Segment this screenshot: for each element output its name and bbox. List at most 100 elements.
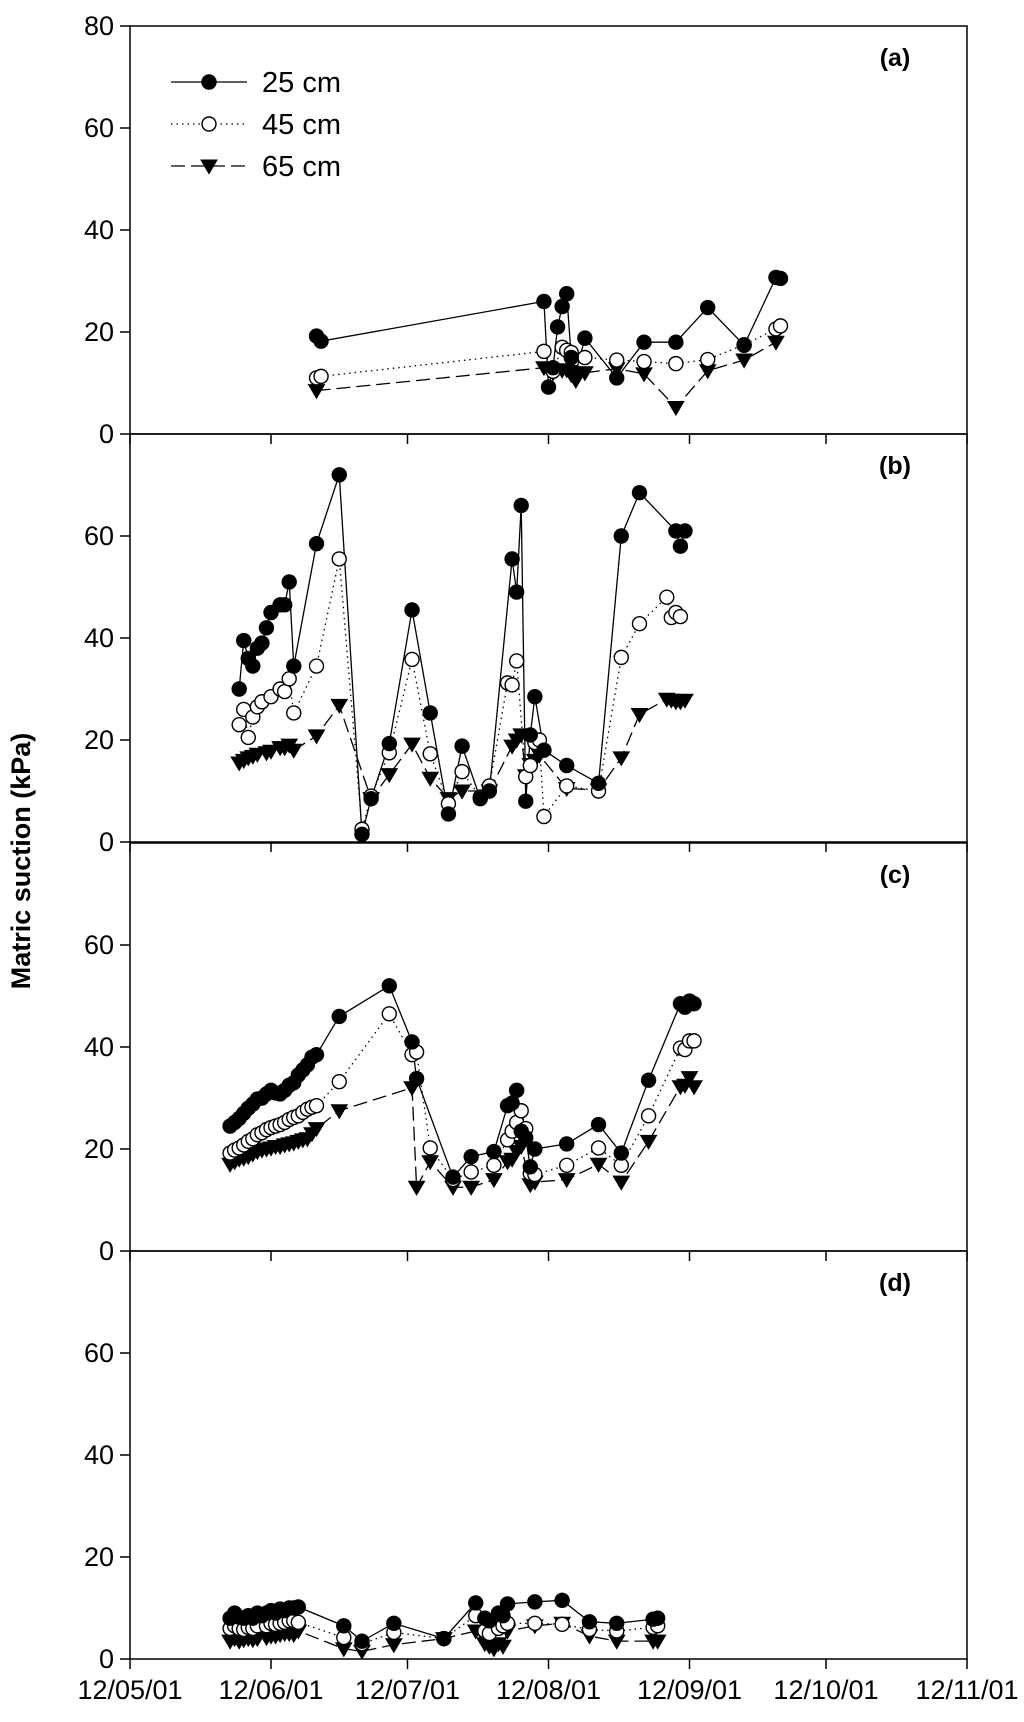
panel-1-point-0 <box>527 688 543 705</box>
panel-2-point-2 <box>680 1071 699 1087</box>
panel-2-point-0 <box>463 1148 479 1165</box>
panel-2-y-tick-label: 40 <box>84 1032 114 1062</box>
panel-0-point-0 <box>772 270 789 287</box>
panel-1-series-markers-0 <box>231 467 693 843</box>
panel-0-point-0 <box>545 360 561 376</box>
panel-1-point-1 <box>659 589 675 605</box>
panel-1-point-0 <box>258 620 275 636</box>
panel-2-point-2 <box>685 1080 703 1096</box>
panel-0-point-0 <box>736 337 752 353</box>
panel-3-point-0 <box>581 1614 598 1630</box>
panel-2-point-2 <box>421 1155 440 1171</box>
panel-2-point-2 <box>407 1180 426 1196</box>
panel-3-frame <box>129 1250 968 1660</box>
panel-2-point-1 <box>590 1140 607 1156</box>
panel-2-point-2 <box>307 1122 326 1138</box>
panel-2-point-0 <box>558 1136 575 1152</box>
panel-0-point-0 <box>536 293 552 310</box>
panel-3-series-markers-1 <box>222 1607 666 1652</box>
panel-0-point-0 <box>668 334 684 350</box>
panel-1-point-2 <box>284 743 303 759</box>
legend-label-1: 45 cm <box>262 109 341 141</box>
panel-0-y-tick-label: 60 <box>84 113 114 143</box>
panel-3-point-0 <box>527 1594 543 1610</box>
panel-1-point-0 <box>231 681 247 697</box>
panel-3-y-tick-label: 40 <box>84 1440 114 1470</box>
panel-2-y-tick-label: 0 <box>99 1236 114 1266</box>
panel-1-point-0 <box>504 551 520 567</box>
panel-2-point-1 <box>558 1157 575 1174</box>
panel-0-point-2 <box>735 353 753 369</box>
x-tick-label: 12/09/01 <box>637 1675 742 1705</box>
panel-2-point-1 <box>463 1164 479 1180</box>
panel-2-point-1 <box>640 1108 657 1124</box>
panel-1-point-0 <box>276 597 293 613</box>
panel-1-point-0 <box>481 783 498 799</box>
panel-1-point-1 <box>286 705 302 721</box>
panel-1-point-1 <box>558 778 575 794</box>
panel-1-point-1 <box>631 616 648 632</box>
panel-2-series-markers-0 <box>222 978 702 1185</box>
panel-1-point-0 <box>631 484 648 501</box>
panel-1-point-1 <box>613 649 629 666</box>
panel-1-point-2 <box>307 729 326 745</box>
panel-1-point-1 <box>504 677 520 693</box>
panel-3-point-1 <box>527 1615 543 1632</box>
panel-1-point-0 <box>281 574 297 590</box>
panel-1-point-1 <box>422 746 438 762</box>
panel-3-point-0 <box>386 1615 402 1632</box>
panel-2-point-0 <box>381 978 397 994</box>
panel-2-point-0 <box>486 1143 502 1160</box>
legend-marker-0 <box>201 74 217 90</box>
panel-1-point-1 <box>331 551 347 567</box>
x-tick-label: 12/08/01 <box>496 1675 601 1705</box>
panel-3-point-0 <box>436 1630 452 1647</box>
panel-1-point-0 <box>508 584 525 600</box>
panel-2-point-1 <box>422 1140 438 1156</box>
panel-1-point-0 <box>363 790 379 807</box>
panel-1-point-1 <box>672 608 689 625</box>
panel-1-point-2 <box>330 698 349 714</box>
panel-3-label: (d) <box>879 1269 911 1297</box>
legend-label-2: 65 cm <box>262 151 341 183</box>
panel-0-point-1 <box>313 368 329 385</box>
panel-1-point-0 <box>558 757 575 774</box>
panel-0-y-tick-label: 20 <box>84 317 114 347</box>
panel-3-point-1 <box>554 1616 570 1633</box>
panel-1-point-0 <box>454 738 470 754</box>
panel-1-point-0 <box>672 538 689 554</box>
panel-1-y-tick-label: 20 <box>84 725 114 755</box>
panel-1-y-tick-label: 60 <box>84 521 114 551</box>
panel-0-point-0 <box>549 319 566 335</box>
panel-1-point-0 <box>308 535 325 552</box>
panel-1-point-1 <box>281 671 297 687</box>
panel-2-point-0 <box>445 1169 461 1185</box>
panel-1-y-tick-label: 40 <box>84 623 114 653</box>
panel-3-point-2 <box>494 1639 512 1655</box>
panel-2-point-1 <box>331 1073 347 1090</box>
panel-1-point-1 <box>308 658 325 674</box>
panel-0-point-0 <box>577 330 593 346</box>
panel-2-point-0 <box>504 1095 520 1111</box>
panel-3-point-2 <box>648 1634 667 1650</box>
legend-label-0: 25 cm <box>262 67 341 99</box>
panel-3-point-0 <box>336 1618 352 1634</box>
panel-0-point-0 <box>568 365 584 381</box>
panel-3-point-0 <box>499 1596 516 1612</box>
panel-2-point-0 <box>527 1141 543 1157</box>
panel-2-y-tick-label: 60 <box>84 930 114 960</box>
panel-2-point-0 <box>331 1008 347 1025</box>
panel-2-point-0 <box>590 1116 607 1133</box>
panel-0-point-1 <box>636 353 652 370</box>
x-tick-label: 12/07/01 <box>355 1675 460 1705</box>
panel-1-point-2 <box>380 768 399 784</box>
x-tick-label: 12/06/01 <box>218 1675 323 1705</box>
panel-1-point-0 <box>590 775 607 792</box>
panel-1-point-0 <box>236 632 252 649</box>
panel-1-point-1 <box>454 763 470 780</box>
panel-1-point-0 <box>513 497 529 514</box>
panel-2-point-2 <box>589 1157 608 1173</box>
panel-1-point-0 <box>522 727 539 743</box>
panel-1-point-0 <box>404 602 420 618</box>
